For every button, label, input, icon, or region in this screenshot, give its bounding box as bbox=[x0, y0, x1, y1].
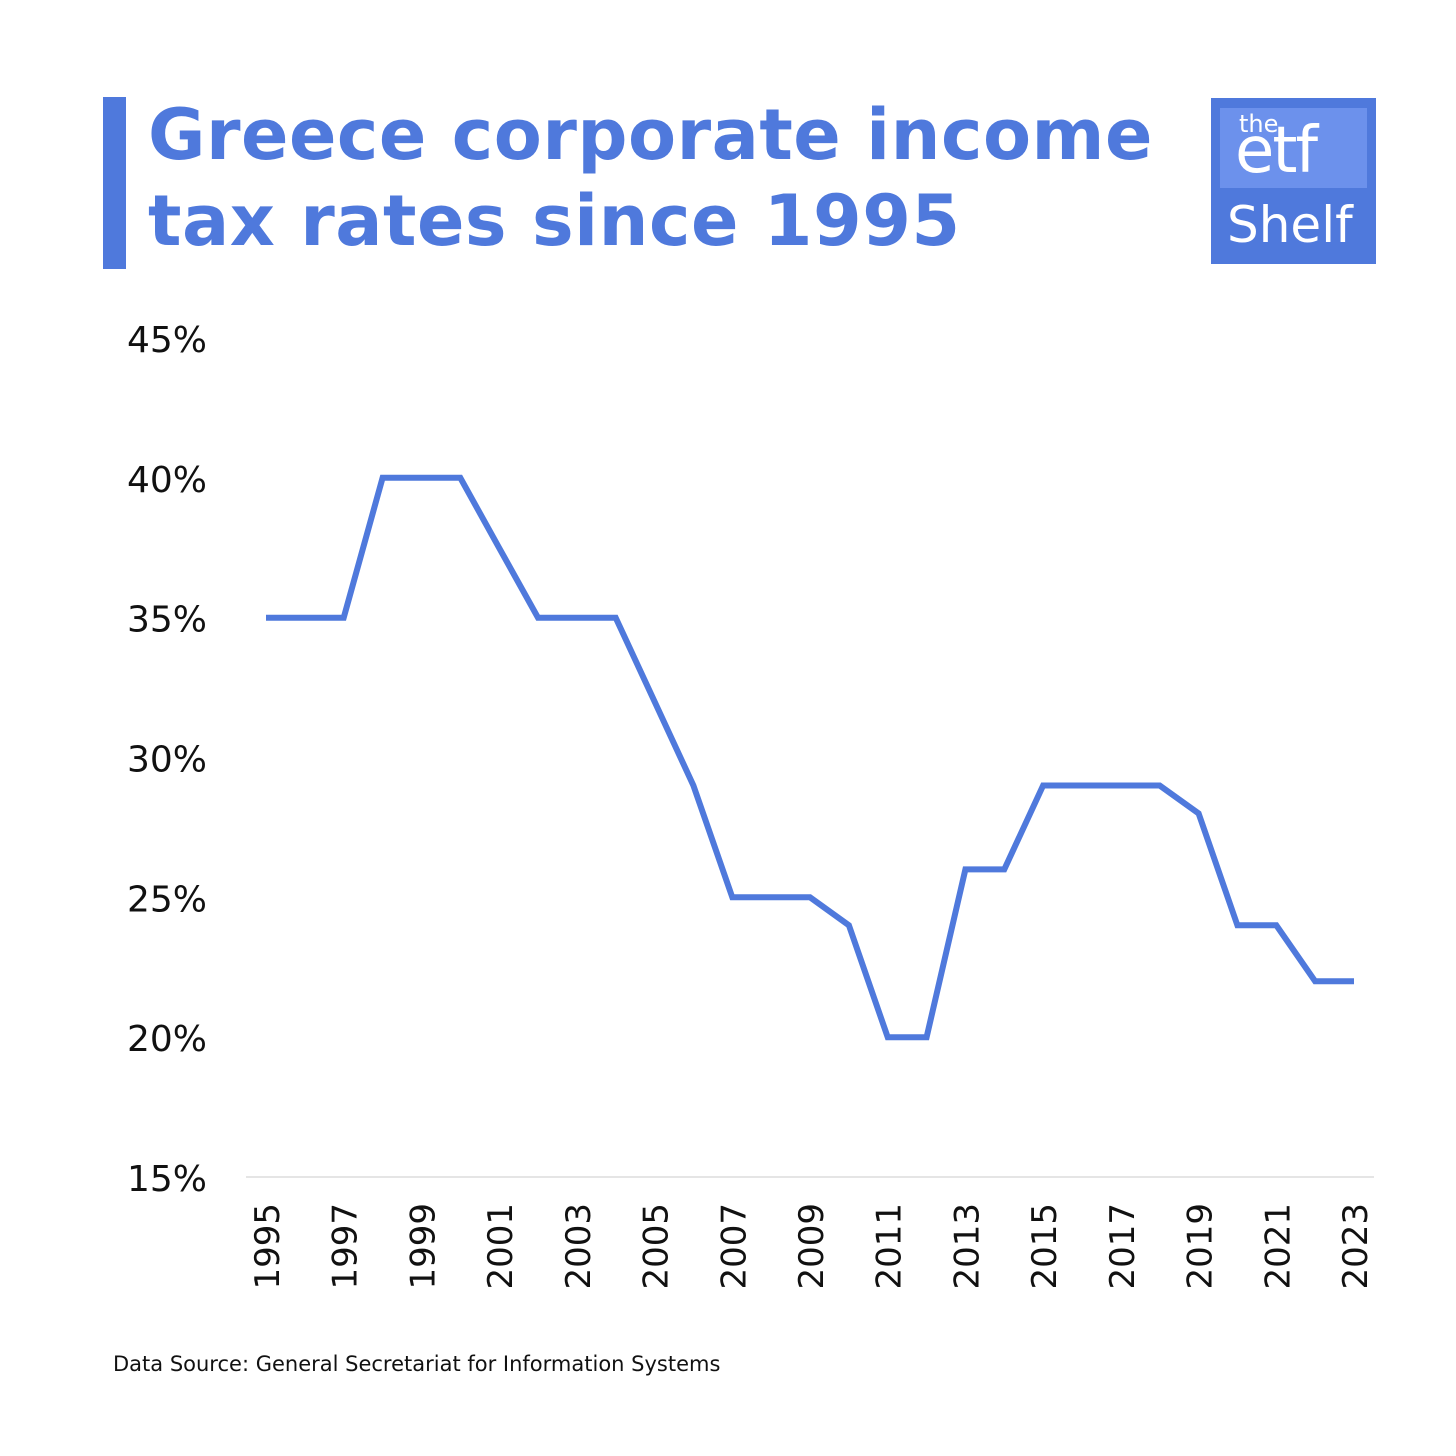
data-point bbox=[613, 615, 619, 621]
data-point bbox=[574, 615, 580, 621]
data-point bbox=[457, 475, 463, 481]
y-tick-label: 30% bbox=[127, 740, 207, 781]
data-point bbox=[885, 1034, 891, 1040]
data-point bbox=[690, 782, 696, 788]
title-line-1: Greece corporate income bbox=[148, 94, 1153, 176]
y-tick-label: 25% bbox=[127, 879, 207, 920]
data-point bbox=[1040, 782, 1046, 788]
title-accent-bar bbox=[103, 97, 126, 269]
etf-shelf-logo: the etf Shelf bbox=[1211, 98, 1376, 264]
x-tick-label: 1997 bbox=[326, 1203, 366, 1290]
x-tick-label: 2005 bbox=[637, 1203, 677, 1290]
data-point bbox=[768, 894, 774, 900]
data-point bbox=[1234, 922, 1240, 928]
x-tick-label: 2003 bbox=[559, 1203, 599, 1290]
data-point bbox=[652, 699, 658, 705]
x-tick-label: 2001 bbox=[481, 1203, 521, 1290]
data-point bbox=[302, 615, 308, 621]
x-tick-label: 1999 bbox=[403, 1203, 443, 1290]
data-point bbox=[1157, 782, 1163, 788]
y-tick-label: 40% bbox=[127, 460, 207, 501]
data-point bbox=[962, 866, 968, 872]
title-line-2: tax rates since 1995 bbox=[148, 180, 961, 262]
data-point bbox=[1312, 978, 1318, 984]
y-tick-label: 35% bbox=[127, 600, 207, 641]
logo-etf-text: etf bbox=[1235, 114, 1318, 188]
x-tick-label: 2015 bbox=[1025, 1203, 1065, 1290]
data-point bbox=[1273, 922, 1279, 928]
x-tick-label: 2011 bbox=[870, 1203, 910, 1290]
data-point bbox=[1351, 978, 1357, 984]
data-point bbox=[729, 894, 735, 900]
y-tick-label: 20% bbox=[127, 1019, 207, 1060]
series-line bbox=[266, 474, 1354, 1041]
logo-the-text: the bbox=[1239, 110, 1279, 138]
data-point bbox=[846, 922, 852, 928]
x-tick-label: 2021 bbox=[1258, 1203, 1298, 1290]
x-tick-label: 1995 bbox=[248, 1203, 288, 1290]
data-point bbox=[263, 615, 269, 621]
data-point bbox=[418, 475, 424, 481]
data-point bbox=[1118, 782, 1124, 788]
data-source-note: Data Source: General Secretariat for Inf… bbox=[113, 1352, 721, 1376]
x-tick-label: 2007 bbox=[714, 1203, 754, 1290]
x-tick-label: 2023 bbox=[1336, 1203, 1376, 1290]
data-point bbox=[535, 615, 541, 621]
data-point bbox=[341, 615, 347, 621]
data-point bbox=[1079, 782, 1085, 788]
data-point bbox=[924, 1034, 930, 1040]
data-point bbox=[1001, 866, 1007, 872]
x-tick-label: 2013 bbox=[947, 1203, 987, 1290]
y-tick-label: 15% bbox=[127, 1159, 207, 1200]
x-tick-label: 2009 bbox=[792, 1203, 832, 1290]
y-tick-label: 45% bbox=[127, 320, 207, 361]
data-point bbox=[1196, 810, 1202, 816]
x-tick-label: 2019 bbox=[1181, 1203, 1221, 1290]
logo-inner-panel bbox=[1220, 108, 1367, 188]
logo-shelf-text: Shelf bbox=[1227, 196, 1353, 254]
data-point bbox=[807, 894, 813, 900]
x-tick-label: 2017 bbox=[1103, 1203, 1143, 1290]
page-title: Greece corporate income tax rates since … bbox=[148, 92, 1188, 264]
data-point bbox=[380, 475, 386, 481]
data-point bbox=[496, 545, 502, 551]
